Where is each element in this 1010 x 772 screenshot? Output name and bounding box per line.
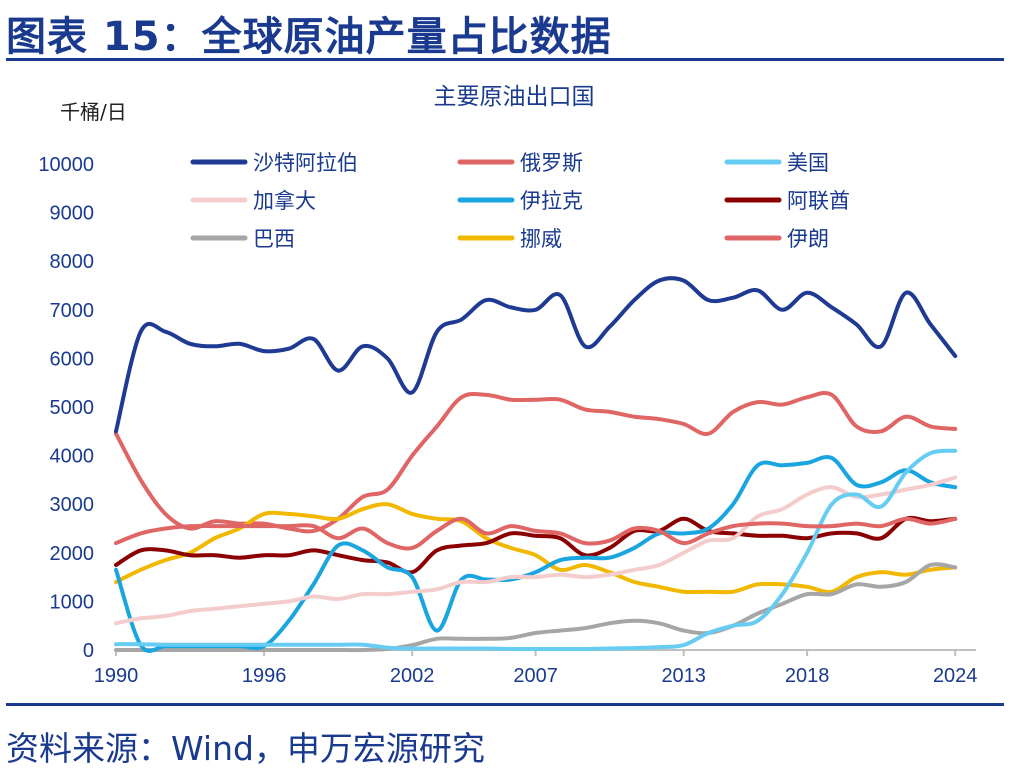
legend-label: 俄罗斯 bbox=[520, 151, 583, 175]
source-note: 资料来源：Wind，申万宏源研究 bbox=[6, 729, 485, 768]
legend-label: 巴西 bbox=[253, 227, 295, 251]
y-tick-label: 6000 bbox=[50, 348, 95, 370]
footer-rule bbox=[6, 703, 1004, 706]
series-line bbox=[114, 276, 958, 434]
legend-label: 伊拉克 bbox=[520, 189, 583, 213]
series-line bbox=[114, 455, 958, 653]
y-tick-label: 7000 bbox=[50, 300, 95, 322]
y-axis-unit: 千桶/日 bbox=[60, 100, 127, 124]
y-tick-label: 2000 bbox=[50, 543, 95, 565]
legend-label: 阿联酋 bbox=[787, 189, 850, 213]
y-tick-label: 5000 bbox=[50, 397, 95, 419]
series-line bbox=[114, 475, 958, 626]
legend-label: 挪威 bbox=[520, 227, 562, 251]
x-tick-label: 2013 bbox=[661, 665, 706, 687]
legend-label: 加拿大 bbox=[253, 189, 316, 213]
y-tick-label: 9000 bbox=[50, 203, 95, 225]
legend-label: 沙特阿拉伯 bbox=[253, 151, 358, 175]
series-line bbox=[114, 502, 958, 595]
chart-title: 主要原油出口国 bbox=[434, 84, 595, 110]
legend-label: 伊朗 bbox=[787, 227, 829, 251]
y-tick-label: 10000 bbox=[38, 154, 94, 176]
x-tick-label: 1996 bbox=[242, 665, 287, 687]
x-tick-label: 1990 bbox=[94, 665, 139, 687]
y-tick-label: 0 bbox=[83, 640, 94, 662]
series-line bbox=[114, 516, 958, 551]
y-tick-label: 3000 bbox=[50, 494, 95, 516]
x-tick-label: 2018 bbox=[785, 665, 830, 687]
series-line bbox=[114, 562, 958, 653]
x-axis-ticks: 1990 1996 2002 2007 2013 2018 2024 bbox=[94, 650, 978, 687]
x-tick-label: 2007 bbox=[513, 665, 558, 687]
y-tick-label: 4000 bbox=[50, 446, 95, 468]
title-rule bbox=[6, 58, 1004, 61]
x-tick-label: 2002 bbox=[390, 665, 435, 687]
series-lines bbox=[114, 276, 958, 653]
series-line bbox=[114, 390, 958, 534]
y-tick-label: 1000 bbox=[50, 591, 95, 613]
legend-label: 美国 bbox=[787, 151, 829, 175]
y-tick-label: 8000 bbox=[50, 251, 95, 273]
y-axis-ticks: 0 1000 2000 3000 4000 5000 6000 7000 8000 9000 100… bbox=[38, 154, 94, 662]
x-tick-label: 2024 bbox=[933, 665, 978, 687]
figure-title: 图表 15：全球原油产量占比数据 bbox=[6, 14, 612, 60]
series-line bbox=[114, 448, 958, 652]
